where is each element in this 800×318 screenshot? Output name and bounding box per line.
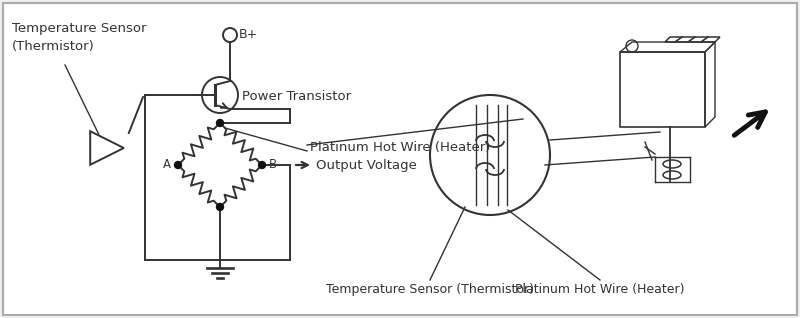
Text: Platinum Hot Wire (Heater): Platinum Hot Wire (Heater) — [310, 142, 490, 155]
Circle shape — [217, 204, 223, 211]
Text: B: B — [269, 157, 277, 170]
Text: Temperature Sensor (Thermistor): Temperature Sensor (Thermistor) — [326, 283, 534, 296]
Circle shape — [217, 120, 223, 127]
Circle shape — [258, 162, 266, 169]
Text: B+: B+ — [239, 29, 258, 42]
Circle shape — [174, 162, 182, 169]
Text: Platinum Hot Wire (Heater): Platinum Hot Wire (Heater) — [515, 283, 685, 296]
Text: A: A — [163, 157, 171, 170]
Text: Temperature Sensor
(Thermistor): Temperature Sensor (Thermistor) — [12, 22, 146, 53]
Text: Output Voltage: Output Voltage — [316, 158, 417, 171]
Text: Power Transistor: Power Transistor — [242, 89, 351, 102]
